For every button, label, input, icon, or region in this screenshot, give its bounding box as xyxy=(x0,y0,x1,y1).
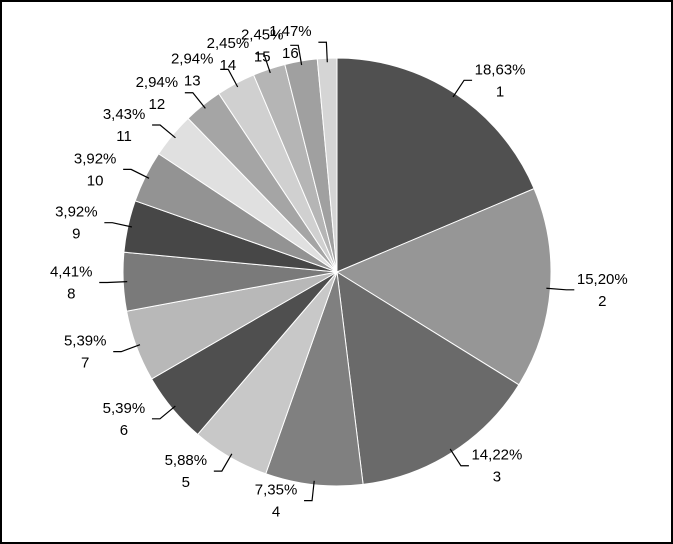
data-label: 2,94% xyxy=(171,50,214,67)
data-label: 5,39% xyxy=(103,400,146,417)
category-label: 2 xyxy=(598,293,606,310)
category-label: 4 xyxy=(272,504,280,521)
leader-line xyxy=(304,480,315,502)
data-label: 2,45% xyxy=(241,26,284,43)
data-label: 5,88% xyxy=(165,452,208,469)
leader-line xyxy=(213,453,233,472)
leader-line xyxy=(318,41,328,63)
category-label: 8 xyxy=(67,285,75,302)
leader-line xyxy=(113,344,141,353)
data-label: 18,63% xyxy=(475,61,526,78)
data-label: 7,35% xyxy=(255,482,298,499)
category-label: 9 xyxy=(72,226,80,243)
category-label: 3 xyxy=(493,469,501,486)
leader-line xyxy=(123,168,150,179)
data-label: 2,94% xyxy=(136,74,179,91)
leader-line xyxy=(290,44,303,66)
leader-line xyxy=(255,53,271,74)
category-label: 15 xyxy=(254,48,271,65)
category-label: 6 xyxy=(120,422,128,439)
data-label: 14,22% xyxy=(471,447,522,464)
data-label: 5,39% xyxy=(64,333,107,350)
leader-line xyxy=(104,222,133,228)
leader-line xyxy=(449,448,469,467)
category-label: 10 xyxy=(87,172,104,189)
category-label: 13 xyxy=(184,72,201,89)
leader-line xyxy=(452,79,473,98)
category-label: 16 xyxy=(282,45,299,62)
data-label: 3,92% xyxy=(55,204,98,221)
data-label: 15,20% xyxy=(577,271,628,288)
data-label: 3,92% xyxy=(74,150,117,167)
category-label: 1 xyxy=(496,83,504,100)
category-label: 7 xyxy=(81,355,89,372)
leader-line xyxy=(151,405,176,420)
category-label: 11 xyxy=(116,128,132,145)
leader-line xyxy=(220,68,239,88)
category-label: 12 xyxy=(149,96,166,113)
category-label: 14 xyxy=(220,57,237,74)
data-label: 2,45% xyxy=(207,35,250,52)
category-label: 5 xyxy=(182,474,190,491)
data-label: 3,43% xyxy=(103,106,146,123)
leader-line xyxy=(99,280,128,284)
leader-line xyxy=(546,287,575,291)
leader-line xyxy=(184,92,206,109)
leader-line xyxy=(152,124,176,139)
data-label: 4,41% xyxy=(50,263,93,280)
data-label: 1,47% xyxy=(269,23,312,40)
